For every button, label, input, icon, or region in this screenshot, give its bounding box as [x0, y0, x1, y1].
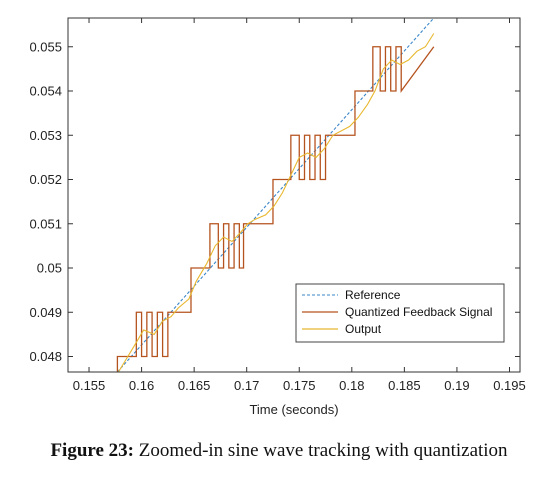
y-tick-label: 0.049 [29, 305, 62, 320]
figure-caption-text: Zoomed-in sine wave tracking with quanti… [134, 440, 508, 461]
chart: 0.155 0.16 0.165 0.17 0.175 0.18 0.185 0.19 0.19… [29, 17, 526, 417]
legend-label-reference: Reference [345, 288, 401, 302]
x-tick-label: 0.195 [493, 378, 526, 393]
series-layer [116, 18, 435, 372]
y-tick-label: 0.051 [29, 216, 62, 231]
legend: Reference Quantized Feedback Signal Outp… [295, 283, 505, 343]
legend-box [295, 283, 505, 343]
x-axis: 0.155 0.16 0.165 0.17 0.175 0.18 0.185 0.19 0.19… [73, 18, 526, 393]
x-tick-label: 0.155 [73, 378, 106, 393]
x-tick-label: 0.185 [388, 378, 421, 393]
figure-caption-label: Figure 23: [50, 440, 134, 461]
x-tick-label: 0.19 [444, 378, 469, 393]
y-tick-label: 0.05 [37, 261, 62, 276]
x-tick-label: 0.175 [283, 378, 316, 393]
figure-caption: Figure 23: Zoomed-in sine wave tracking … [0, 440, 558, 462]
output-line [117, 33, 435, 372]
y-tick-label: 0.055 [29, 39, 62, 54]
x-tick-label: 0.18 [339, 378, 364, 393]
x-tick-label: 0.165 [178, 378, 211, 393]
legend-label-quantized-feedback: Quantized Feedback Signal [345, 305, 492, 319]
y-tick-label: 0.052 [29, 172, 62, 187]
x-tick-label: 0.16 [129, 378, 154, 393]
y-tick-label: 0.053 [29, 128, 62, 143]
x-tick-label: 0.17 [234, 378, 259, 393]
reference-line [116, 18, 435, 372]
y-axis: 0.048 0.049 0.05 0.051 0.052 0.053 0.054 0.055 [29, 39, 520, 364]
x-axis-title: Time (seconds) [249, 402, 338, 417]
quantized-feedback-signal-line [116, 46, 435, 372]
y-tick-label: 0.048 [29, 349, 62, 364]
plot-frame [67, 17, 521, 373]
y-tick-label: 0.054 [29, 84, 62, 99]
legend-label-output: Output [345, 322, 382, 336]
